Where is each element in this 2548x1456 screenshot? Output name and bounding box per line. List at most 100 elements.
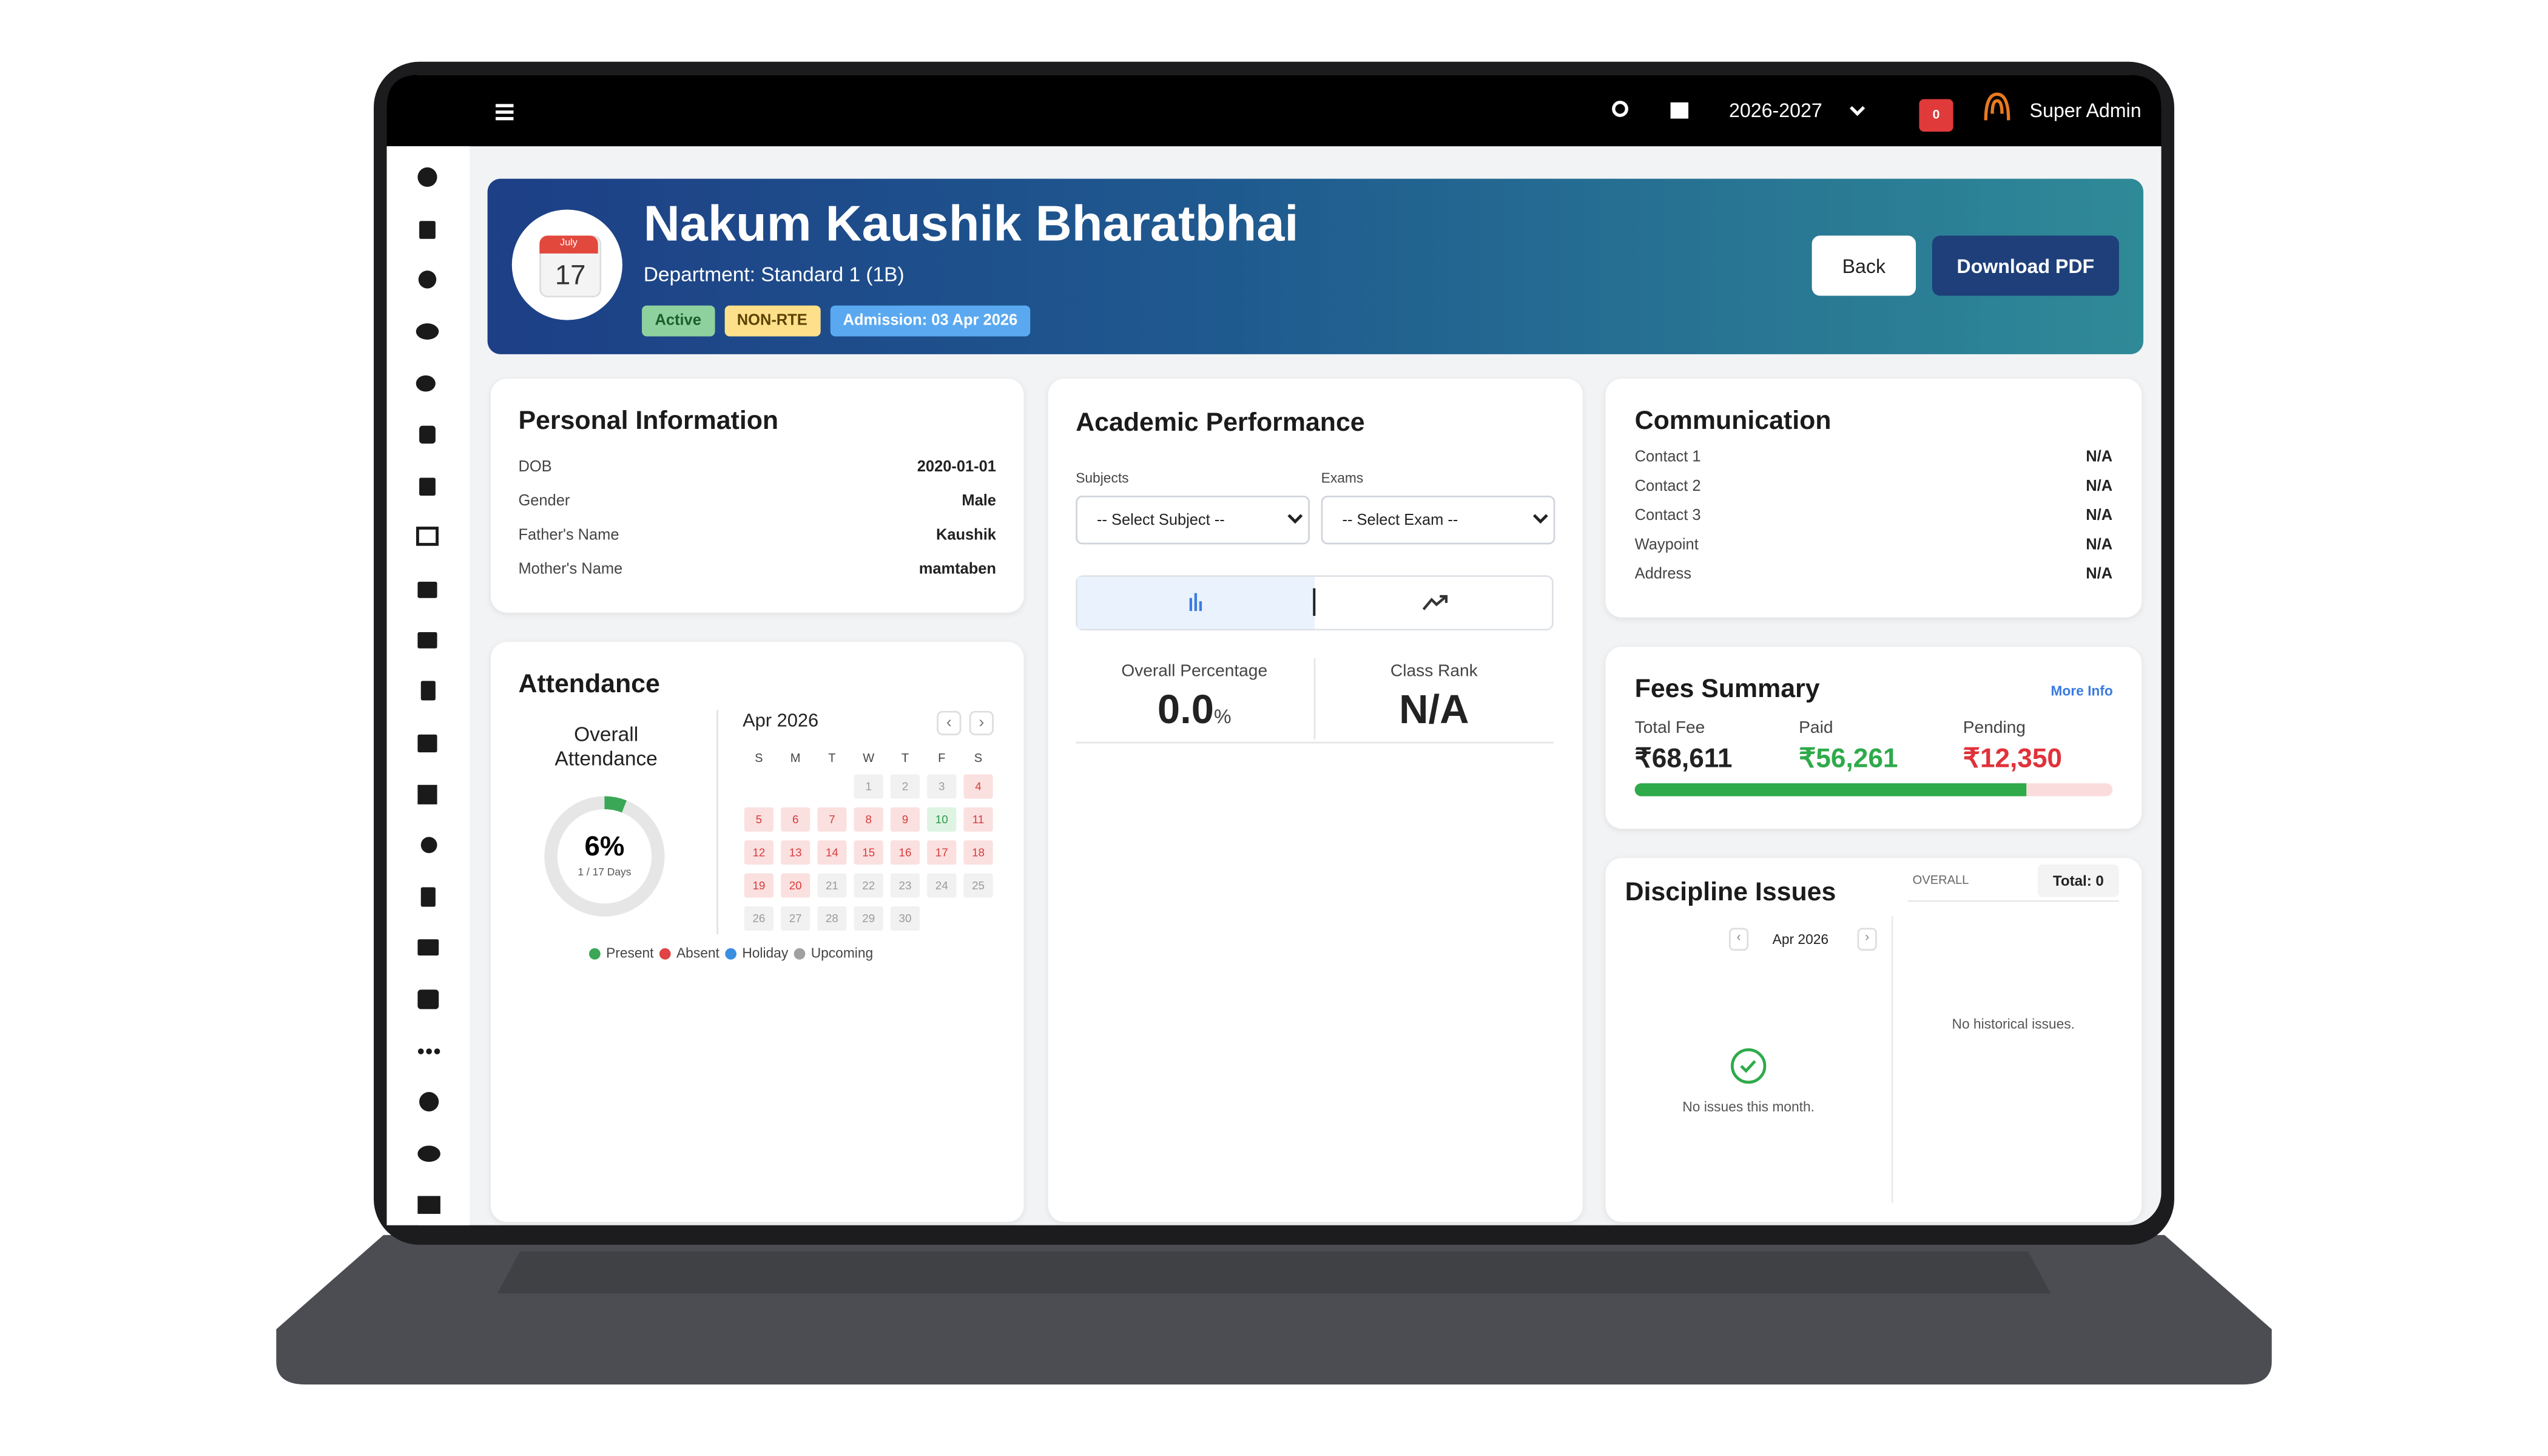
academic-year[interactable]: 2026-2027 [1728,99,1822,122]
legend-label: Upcoming [811,945,873,960]
legend-label: Absent [676,945,720,960]
calendar-day [925,871,959,900]
more-info-link[interactable]: More Info [2051,682,2113,699]
calendar-day [889,806,922,834]
calendar-day-number: 20 [789,879,802,892]
badges: Active NON-RTE Admission: 03 Apr 2026 [642,304,1040,337]
sidebar-icon[interactable] [417,939,439,956]
overall-percentage: 0.0% [1076,687,1313,735]
fee-label: Pending [1963,718,2026,738]
attendance-percent: 6% [585,831,625,861]
sidebar-icon[interactable] [416,323,439,340]
menu-bar [495,110,514,114]
user-name[interactable]: Super Admin [2029,99,2142,122]
sidebar-icon[interactable] [420,887,436,907]
sidebar-icon[interactable] [420,837,437,854]
overall-percentage-label: Overall Percentage [1121,661,1268,681]
sidebar-icon[interactable] [417,167,437,187]
calendar-day [925,772,959,801]
year-caret[interactable] [1849,106,1866,116]
info-value: N/A [2086,448,2113,467]
calendar-day [815,905,849,932]
fee-label: Total Fee [1634,718,1705,738]
calendar-icon-month: July [539,235,598,254]
calendar-day-number: 25 [972,879,985,892]
calendar-day-number: 24 [935,879,948,892]
percentage-value: 0.0 [1157,687,1215,733]
calendar-day [743,806,775,834]
sidebar-icon[interactable] [419,425,436,444]
sidebar-icon[interactable] [419,477,436,496]
weekday: F [938,752,945,765]
sidebar-icon[interactable] [419,221,436,239]
fee-value: ₹68,611 [1634,744,1733,774]
info-value: 2020-01-01 [917,458,996,476]
line-toggle[interactable] [1422,595,1448,610]
info-label: Address [1634,565,1692,584]
fee-label: Paid [1799,718,1833,738]
legend-label: Holiday [742,945,788,960]
calendar-day [852,905,885,932]
sidebar-icon[interactable] [416,375,436,392]
weekday: S [755,752,763,765]
search-icon[interactable] [1612,101,1628,117]
sidebar-icon[interactable] [417,1048,424,1054]
info-label: Gender [518,492,570,511]
back-button[interactable]: Back [1812,235,1916,296]
sidebar-icon[interactable] [417,989,439,1009]
divider [1907,900,2119,902]
check-icon [1730,1048,1767,1084]
select-caret [1532,514,1548,524]
sidebar-icon[interactable] [418,270,437,289]
sidebar-icon[interactable] [417,734,437,753]
next-month[interactable] [969,710,994,736]
sidebar-icon[interactable] [434,1048,440,1054]
calendar-day-number: 29 [862,912,875,925]
academic-card: Academic Performance Subjects Exams -- S… [1048,379,1583,1222]
discipline-card: Discipline Issues OVERALL Total: 0 ‹ › A… [1605,858,2142,1222]
calendar-day [743,838,775,866]
sidebar-icon[interactable] [417,581,437,598]
notification-badge[interactable] [1919,99,1953,132]
sidebar-icon[interactable] [420,681,436,701]
check-mark [1740,1060,1756,1073]
sidebar-icon[interactable] [417,784,437,804]
sidebar-icon[interactable] [417,1196,440,1214]
prev-month[interactable] [937,710,962,736]
weekday: T [828,752,835,765]
download-button[interactable]: Download PDF [1932,235,2119,296]
prev-month[interactable]: ‹ [1728,928,1749,951]
legend-dot [588,948,601,960]
calendar-day-number: 28 [826,912,838,925]
bar-icon [1189,598,1192,612]
sidebar-icon[interactable] [417,1145,440,1162]
exams-label: Exams [1321,470,1364,486]
calendar-day [743,905,775,932]
calendar-day-number: 17 [935,846,948,858]
calendar-day-number: 16 [899,846,912,858]
fee-value: ₹12,350 [1963,744,2063,774]
calendar-day-number: 5 [756,813,762,826]
next-month-arrow[interactable]: › [979,713,984,731]
legend-dot [725,948,736,960]
sidebar-icon[interactable] [419,1091,439,1112]
percentage-unit: % [1214,705,1232,728]
menu-bar [495,104,514,107]
info-value: N/A [2086,507,2113,525]
subject-select[interactable]: -- Select Subject -- [1076,495,1310,545]
apps-icon[interactable] [1670,102,1689,119]
calendar-day-number: 15 [862,846,875,858]
sidebar-icon[interactable] [416,527,439,546]
exam-select[interactable]: -- Select Exam -- [1321,495,1555,545]
communication-card: Communication Contact 1 N/A Contact 2 N/A Co… [1605,379,2142,618]
info-value: Male [962,492,996,511]
sidebar-icon[interactable] [417,632,437,649]
prev-month-arrow[interactable]: ‹ [946,713,952,731]
sidebar-icon[interactable] [426,1048,432,1054]
divider [1891,916,1893,1203]
next-month[interactable]: › [1857,928,1877,951]
notification-count: 0 [1932,107,1940,122]
card-title: Personal Information [518,408,779,436]
